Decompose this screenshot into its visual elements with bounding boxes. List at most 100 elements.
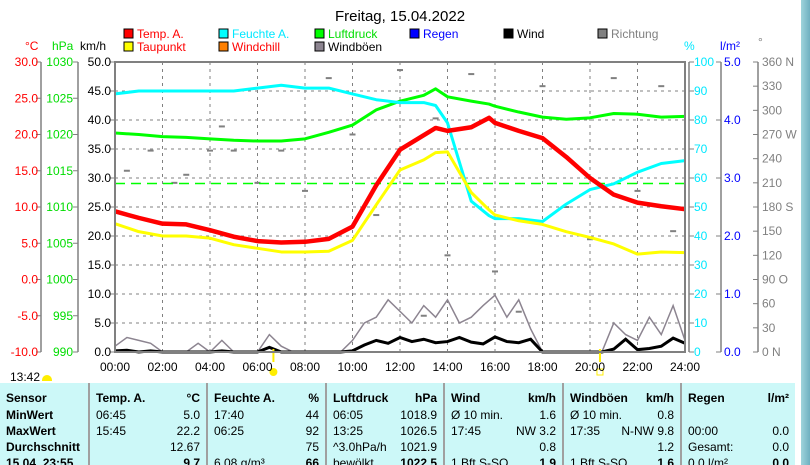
legend-label: Richtung [611,27,658,41]
table-row: Ø 10 min. 1.6 [451,407,556,423]
axis-tick-label: 40 [694,229,708,243]
legend-label: Windböen [328,40,382,54]
legend-swatch [123,28,134,39]
cell-value: 12.67 [169,440,200,454]
direction-point [634,189,641,192]
legend-item: Windböen [314,40,382,54]
axis-tick-label: 10.0 [88,287,112,301]
direction-point [587,238,593,241]
axis-tick-label: 270 W [762,128,797,142]
axis-tick-label: 5.0 [94,316,111,330]
table-header: Luftdruck hPa [333,390,437,406]
cell-label: Ø 10 min. [570,408,623,422]
legend-swatch [409,28,420,39]
table-header: Wind km/h [451,390,556,406]
x-tick-label: 10:00 [337,360,367,374]
cell-label: Gesamt: [688,440,734,454]
direction-point [254,181,261,184]
column-title: Sensor [6,391,47,405]
axis-tick-label: 360 N [762,55,794,69]
axis-tick-label: 70 [694,142,708,156]
legend-item: Wind [503,27,544,41]
x-tick-label: 00:00 [100,360,130,374]
axis-tick-label: 330 [762,79,782,93]
cell-value: 92 [305,424,319,438]
direction-point [147,149,154,152]
direction-point [171,181,178,184]
cell-label: MaxWert [6,424,56,438]
column-title: Feuchte A. [214,391,275,405]
cell-value: 0.8 [539,440,556,454]
table-header: Feuchte A.% [214,390,319,406]
column-title: Wind [451,391,481,405]
table-row: 9.7 [96,455,200,465]
axis-tick-label: 10 [694,316,708,330]
unit-temp: °C [25,39,39,53]
cell-value: 1022.5 [400,456,437,465]
cell-value: 75 [305,440,319,454]
x-tick-label: 14:00 [432,360,462,374]
column-unit: °C [186,391,200,405]
table-row [688,407,789,423]
axis-tick-label: 180 S [762,200,793,214]
legend-label: Taupunkt [137,40,186,54]
chart-title: Freitag, 15.04.2022 [335,8,465,25]
axis-tick-label: 40.0 [88,113,112,127]
axis-tick-label: 1.0 [724,287,741,301]
direction-point [397,69,403,72]
cell-label: bewölkt [333,456,374,465]
legend-swatch [503,28,514,39]
unit-hum: % [684,39,695,53]
direction-point [610,77,617,80]
cell-label: 6.08 g/m³ [214,456,265,465]
direction-point [230,149,237,152]
table-row: 1 Bft S-SO 1.6 [570,455,674,465]
table-row: Durchschnitt [6,439,82,455]
axis-tick-label: 1015 [46,164,73,178]
legend-label: Windchill [232,40,280,54]
table-row: bewölkt 1022.5 [333,455,437,465]
table-row: 75 [214,439,319,455]
cell-value: 1.2 [657,440,674,454]
axis-tick-label: 240 [762,152,782,166]
axis-tick-label: 1000 [46,273,73,287]
cell-label: 1 Bft S-SO [451,456,509,465]
cell-label: 06:45 [96,408,127,422]
table-row: ^3.0hPa/h 1021.9 [333,439,437,455]
table-row: 0.0 l/m² 0.0 [688,455,789,465]
cell-label: 17:40 [214,408,245,422]
table-row: 15.04. 23:55 [6,455,82,465]
axis-tick-label: 300 [762,103,782,117]
direction-point [515,310,522,313]
series-luftdruck [114,87,686,143]
x-tick-label: 24:00 [670,360,700,374]
axis-tick-label: 100 [694,55,714,69]
direction-point [373,214,380,217]
cell-value: 1026.5 [400,424,437,438]
table-row: MinWert [6,407,82,423]
table-row: 06:05 1018.9 [333,407,437,423]
x-tick-label: 20:00 [575,360,605,374]
unit-dir: ° [758,35,763,49]
cell-value: 1.6 [539,408,556,422]
cell-value: 0.8 [657,408,674,422]
axis-tick-label: 0.0 [21,273,38,287]
direction-point [207,149,213,152]
legend-item: Feuchte A. [218,27,289,41]
sun-icon [42,375,53,381]
series-taupunkt [114,150,686,256]
axis-tick-label: 30 [762,321,776,335]
x-tick-label: 12:00 [385,360,415,374]
direction-point [658,85,665,88]
direction-point [278,149,285,152]
direction-point [349,133,356,136]
unit-press: hPa [52,39,74,53]
legend-swatch [218,41,229,52]
axis-tick-label: 35.0 [88,142,112,156]
cell-value: NW 3.2 [515,424,556,438]
table-row: 12.67 [96,439,200,455]
table-column: Feuchte A.% 17:40 44 06:25 92 75 6.08 g/m³ 66 [206,383,325,465]
column-unit: km/h [645,391,674,405]
axis-tick-label: 210 [762,176,782,190]
unit-rain: l/m² [720,39,740,53]
